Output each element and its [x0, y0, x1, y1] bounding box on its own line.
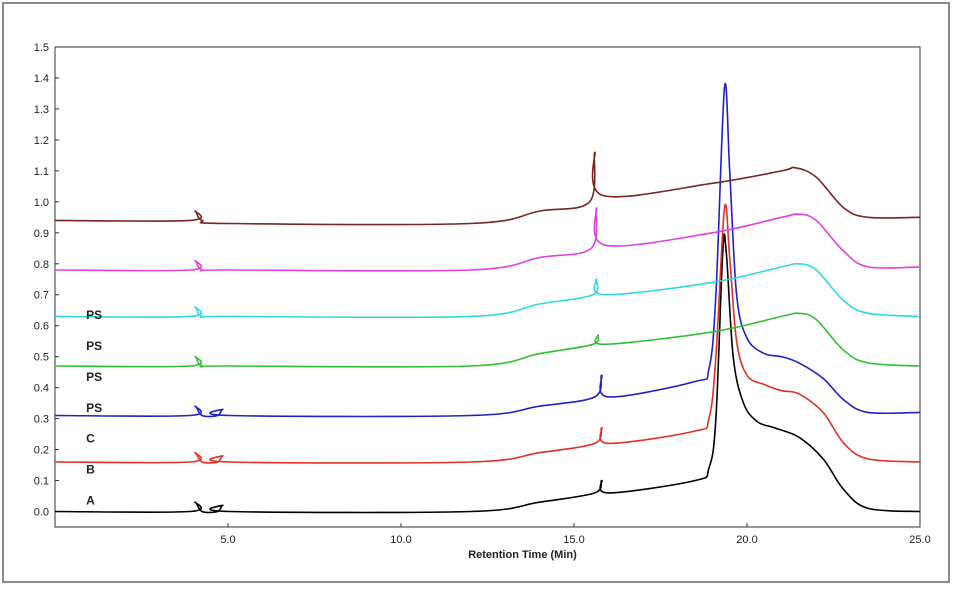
- trace-label-c: C: [86, 432, 95, 446]
- trace-ps-4: [54, 151, 921, 226]
- y-tick-label: 0.2: [34, 445, 49, 457]
- y-tick-label: 1.3: [34, 104, 49, 116]
- y-tick-label: 0.9: [34, 228, 49, 240]
- trace-group: [54, 83, 921, 514]
- y-tick-label: 1.0: [34, 197, 49, 209]
- trace-label-ps-3: PS: [86, 339, 102, 353]
- y-tick-label: 1.5: [34, 42, 49, 54]
- trace-label-ps-1: PS: [86, 401, 102, 415]
- trace-ps-3: [54, 207, 921, 272]
- y-axis: 0.0 0.1 0.2 0.3 0.4 0.5 0.6 0.7 0.8 0.9 1.0 1.1 1.2 1…: [34, 42, 59, 519]
- y-tick-label: 1.4: [34, 73, 49, 85]
- y-tick-label: 1.1: [34, 166, 49, 178]
- trace-label-b: B: [86, 463, 95, 477]
- y-tick-label: 0.3: [34, 414, 49, 426]
- trace-label-group: A B C PS PS PS PS: [86, 308, 102, 508]
- trace-a: [54, 233, 921, 514]
- trace-ps-2: [54, 262, 921, 319]
- y-tick-label: 0.8: [34, 259, 49, 271]
- y-tick-label: 0.5: [34, 352, 49, 364]
- trace-b: [54, 203, 921, 464]
- x-tick-label: 20.0: [736, 534, 757, 546]
- y-tick-label: 0.7: [34, 290, 49, 302]
- trace-label-ps-2: PS: [86, 370, 102, 384]
- plot-area: [54, 46, 921, 528]
- x-tick-label: 5.0: [220, 534, 235, 546]
- y-tick-label: 1.2: [34, 135, 49, 147]
- x-tick-label: 10.0: [390, 534, 411, 546]
- x-tick-label: 15.0: [563, 534, 584, 546]
- y-tick-label: 0.0: [34, 507, 49, 519]
- trace-ps-1: [54, 312, 921, 368]
- y-tick-label: 0.1: [34, 476, 49, 488]
- trace-label-a: A: [86, 494, 95, 508]
- x-tick-label: 25.0: [909, 534, 930, 546]
- y-tick-label: 0.4: [34, 383, 49, 395]
- trace-c: [54, 83, 921, 418]
- trace-label-ps-4: PS: [86, 308, 102, 322]
- x-axis-title: Retention Time (Min): [468, 549, 577, 561]
- y-tick-label: 0.6: [34, 321, 49, 333]
- x-axis: 5.0 10.0 15.0 20.0 25.0: [220, 523, 931, 546]
